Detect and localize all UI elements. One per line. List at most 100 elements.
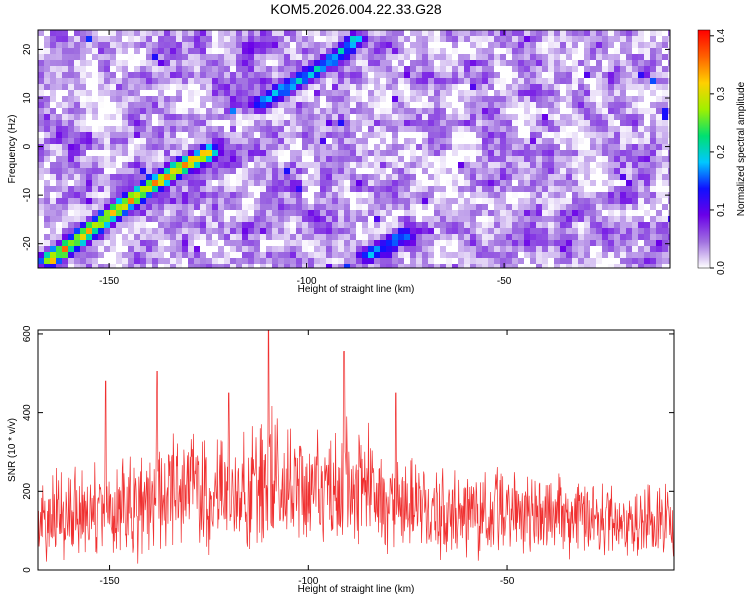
heatmap-cell (260, 132, 267, 139)
heatmap-cell (146, 192, 153, 199)
heatmap-cell (440, 138, 447, 145)
heatmap-cell (650, 264, 657, 268)
heatmap-cell (626, 60, 633, 67)
heatmap-cell (518, 114, 525, 121)
heatmap-cell (608, 228, 615, 235)
heatmap-cell (110, 198, 117, 205)
heatmap-cell (86, 234, 93, 241)
heatmap-cell (494, 102, 501, 109)
heatmap-cell (518, 66, 525, 73)
heatmap-cell (224, 54, 231, 61)
heatmap-cell (332, 138, 339, 145)
heatmap-cell (602, 186, 609, 193)
heatmap-cell (176, 60, 183, 67)
heatmap-cell (362, 234, 369, 241)
heatmap-cell (86, 126, 93, 133)
heatmap-cell (440, 30, 447, 37)
heatmap-cell (566, 102, 573, 109)
heatmap-cell (392, 186, 399, 193)
heatmap-cell (494, 30, 501, 37)
heatmap-cell (344, 168, 351, 175)
heatmap-cell (44, 252, 51, 259)
heatmap-cell (140, 186, 147, 193)
heatmap-cell (110, 228, 117, 235)
heatmap-cell (668, 222, 670, 229)
heatmap-cell (218, 162, 225, 169)
heatmap-cell (116, 132, 123, 139)
heatmap-cell (194, 186, 201, 193)
heatmap-cell (656, 144, 663, 151)
heatmap-cell (620, 216, 627, 223)
heatmap-cell (128, 234, 135, 241)
heatmap-cell (632, 102, 639, 109)
heatmap-cell (92, 42, 99, 49)
heatmap-cell (350, 150, 357, 157)
heatmap-cell (512, 252, 519, 259)
heatmap-cell (512, 228, 519, 235)
heatmap-cell (44, 126, 51, 133)
heatmap-cell (584, 48, 591, 55)
heatmap-cell (236, 132, 243, 139)
heatmap-cell (362, 186, 369, 193)
heatmap-cell (470, 174, 477, 181)
heatmap-cell (146, 228, 153, 235)
heatmap-cell (644, 78, 651, 85)
heatmap-cell (68, 252, 75, 259)
heatmap-cell (554, 180, 561, 187)
heatmap-cell (356, 258, 363, 265)
heatmap-cell (476, 156, 483, 163)
heatmap-cell (362, 168, 369, 175)
heatmap-cell (74, 78, 81, 85)
heatmap-cell (188, 60, 195, 67)
heatmap-cell (578, 126, 585, 133)
heatmap-cell (38, 42, 45, 49)
heatmap-cell (374, 150, 381, 157)
heatmap-cell (80, 54, 87, 61)
heatmap-cell (362, 180, 369, 187)
heatmap-cell (656, 90, 663, 97)
heatmap-cell (452, 222, 459, 229)
heatmap-cell (656, 60, 663, 67)
heatmap-cell (608, 156, 615, 163)
heatmap-cell (542, 240, 549, 247)
heatmap-cell (626, 48, 633, 55)
heatmap-cell (68, 90, 75, 97)
heatmap-cell (164, 60, 171, 67)
heatmap-cell (218, 246, 225, 253)
heatmap-cell (344, 102, 351, 109)
heatmap-cell (74, 204, 81, 211)
heatmap-cell (50, 198, 57, 205)
heatmap-x-ticks: -150 -100 -50 (99, 30, 512, 287)
heatmap-cell (356, 84, 363, 91)
heatmap-cell (80, 138, 87, 145)
heatmap-cell (362, 192, 369, 199)
heatmap-cell (224, 78, 231, 85)
heatmap-cell (206, 132, 213, 139)
heatmap-cell (578, 60, 585, 67)
heatmap-cell (284, 42, 291, 49)
heatmap-cell (494, 198, 501, 205)
heatmap-cell (584, 102, 591, 109)
heatmap-cell (494, 252, 501, 259)
heatmap-cell (548, 180, 555, 187)
heatmap-cell (644, 222, 651, 229)
heatmap-cell (236, 66, 243, 73)
heatmap-cell (578, 144, 585, 151)
heatmap-cell (44, 222, 51, 229)
heatmap-cell (242, 48, 249, 55)
heatmap-cell (464, 264, 471, 268)
heatmap-cell (428, 204, 435, 211)
heatmap-cell (356, 168, 363, 175)
heatmap-cell (482, 168, 489, 175)
heatmap-cell (200, 180, 207, 187)
heatmap-cell (230, 108, 237, 115)
heatmap-cell (182, 192, 189, 199)
heatmap-cell (638, 222, 645, 229)
heatmap-cell (344, 156, 351, 163)
heatmap-cell (512, 126, 519, 133)
heatmap-cell (110, 96, 117, 103)
heatmap-cell (542, 78, 549, 85)
heatmap-cell (344, 36, 351, 43)
heatmap-cell (224, 48, 231, 55)
heatmap-cell (440, 264, 447, 268)
